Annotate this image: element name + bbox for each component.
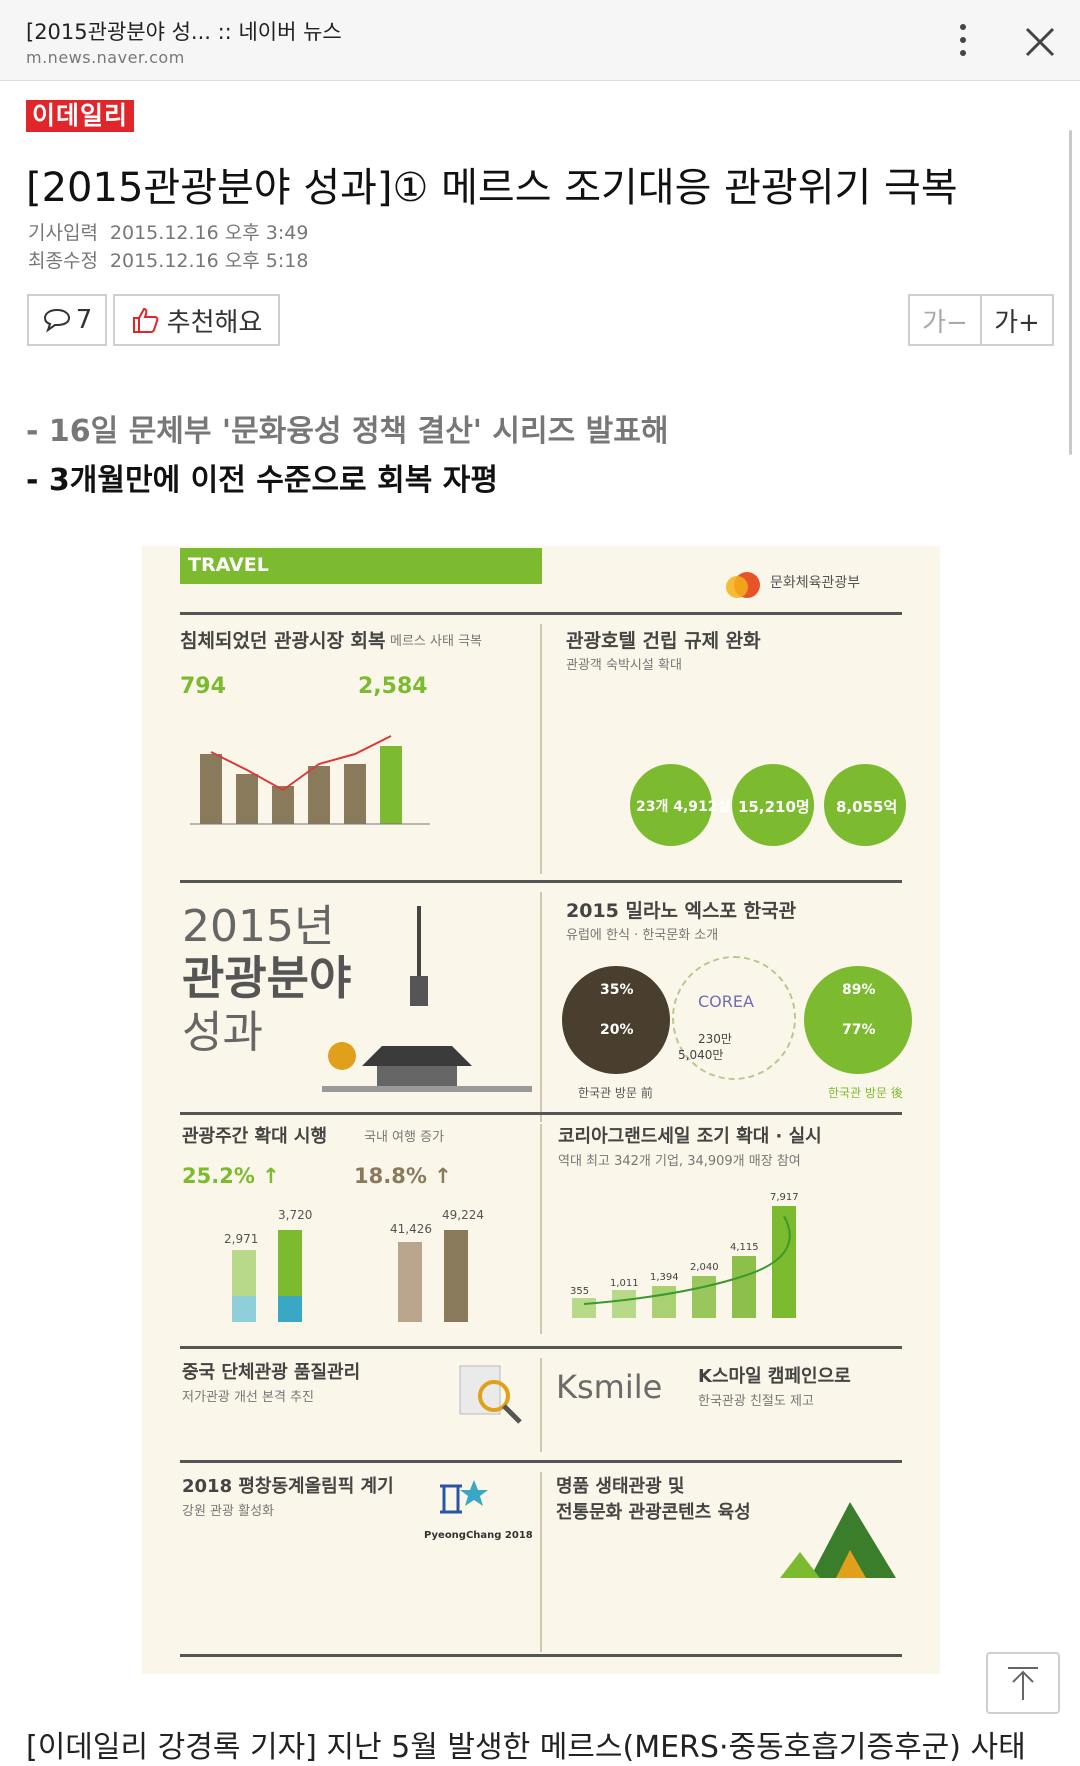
published-label: 기사입력 [28,222,98,244]
s7-subtitle: 한국관광 친절도 제고 [698,1394,814,1409]
travel-banner [180,548,542,584]
big-title-2: 성과 [182,1007,263,1058]
s3-left-2: 20% [600,1022,634,1038]
mountain-tent-icon [780,1502,896,1578]
s4-val-2: 3,720 [278,1208,313,1222]
s3-right-1: 89% [842,982,876,998]
pyeongchang-emblem-icon [440,1480,488,1514]
article-subtitle-2: - 3개월만에 이전 수준으로 회복 자평 [26,463,498,498]
s1-subtitle: 메르스 사태 극복 [390,634,482,649]
s3-after-label: 한국관 방문 後 [828,1086,903,1100]
s4-bar-chart [232,1230,468,1322]
s3-corea-logo: COREA [698,992,754,1011]
s7-title: K스마일 캠페인으로 [698,1366,851,1387]
page-url: m.news.naver.com [26,48,185,67]
page-title: [2015관광분야 성... :: 네이버 뉴스 [26,20,342,44]
comment-count: 7 [75,305,93,335]
ministry-name: 문화체육관광부 [770,575,861,591]
s6-subtitle: 저가관광 개선 본격 추진 [182,1390,314,1405]
infographic-image[interactable]: TRAVEL 문화체육관광부 침체되었던 관광시장 회복 메르스 사태 극복 7… [142,546,940,1674]
s4-subtitle: 국내 여행 증가 [364,1130,445,1145]
thumbs-up-icon [132,307,159,333]
seoul-landmark-icon [322,906,532,1092]
pyeongchang-logo: PyeongChang 2018 [424,1530,533,1541]
s1-title: 침체되었던 관광시장 회복 [180,630,386,652]
s5-val-4: 2,040 [690,1262,719,1273]
big-year: 2015년 [182,901,335,952]
ksmile-logo: Ksmile [556,1368,663,1406]
s3-title: 2015 밀라노 엑스포 한국관 [566,900,797,922]
s4-pct-2: 18.8% ↑ [354,1164,452,1188]
s8-title: 2018 평창동계올림픽 계기 [182,1476,394,1497]
more-options-icon[interactable] [950,22,980,58]
article-subtitle-1: - 16일 문체부 '문화융성 정책 결산' 시리즈 발표해 [26,414,669,449]
font-increase-button[interactable]: 가+ [994,307,1040,338]
s2-circle-1: 23개 4,912실 [636,799,731,815]
s2-title: 관광호텔 건립 규제 완화 [566,630,761,652]
scroll-to-top-button[interactable] [986,1652,1060,1714]
modified-value: 2015.12.16 오후 5:18 [109,250,309,272]
s4-pct-1: 25.2% ↑ [182,1164,280,1188]
s1-number-1: 794 [180,674,226,699]
modified-time: 최종수정 2015.12.16 오후 5:18 [28,246,308,273]
s3-subtitle: 유럽에 한식 · 한국문화 소개 [566,928,719,943]
s2-circle-3: 8,055억 [836,798,898,816]
s3-left-1: 35% [600,982,634,998]
article-body-start: [이데일리 강경록 기자] 지난 5월 발생한 메르스(MERS·중동호흡기증후… [26,1730,1026,1765]
s2-circle-2: 15,210명 [738,798,810,816]
s4-val-1: 2,971 [224,1232,259,1246]
s5-val-1: 355 [570,1286,590,1297]
s5-val-2: 1,011 [610,1278,639,1289]
recommend-label: 추천해요 [166,307,263,338]
s3-right-2: 77% [842,1022,876,1038]
modified-label: 최종수정 [28,250,98,272]
s3-mid-2: 5,040만 [678,1048,724,1062]
s8-subtitle: 강원 관광 활성화 [182,1504,274,1519]
scrollbar[interactable] [1069,130,1072,455]
s3-before-label: 한국관 방문 前 [578,1086,653,1100]
publisher-logo[interactable]: 이데일리 [26,100,134,132]
arrow-up-icon [1008,1667,1038,1700]
comment-button[interactable]: 7 [27,294,107,346]
s1-bar-chart [190,735,430,825]
s9-title-2: 전통문화 관광콘텐츠 육성 [556,1502,751,1523]
travel-label: TRAVEL [188,554,269,576]
magnifier-icon [459,1365,522,1424]
s5-bar-chart [572,1206,796,1318]
recommend-button[interactable]: 추천해요 [113,294,280,346]
s9-title-1: 명품 생태관광 및 [556,1476,685,1497]
s2-subtitle: 관광객 숙박시설 확대 [566,658,682,673]
font-size-controls: 가− 가+ [908,294,1054,346]
font-decrease-button[interactable]: 가− [910,296,982,344]
s5-subtitle: 역대 최고 342개 기업, 34,909개 매장 참여 [558,1154,801,1169]
s4-title: 관광주간 확대 시행 [182,1126,328,1147]
s5-val-5: 4,115 [730,1242,759,1253]
s5-val-6: 7,917 [770,1192,799,1203]
s1-number-2: 2,584 [358,674,428,699]
s4-val-4: 49,224 [442,1208,484,1222]
close-icon[interactable] [1020,22,1060,62]
published-value: 2015.12.16 오후 3:49 [109,222,309,244]
big-title-1: 관광분야 [182,951,352,1005]
s4-val-3: 41,426 [390,1222,432,1236]
published-time: 기사입력 2015.12.16 오후 3:49 [28,218,308,245]
s5-title: 코리아그랜드세일 조기 확대 · 실시 [558,1126,822,1147]
browser-top-bar: [2015관광분야 성... :: 네이버 뉴스 m.news.naver.co… [0,0,1080,81]
comment-icon [43,308,70,333]
article-headline: [2015관광분야 성과]① 메르스 조기대응 관광위기 극복 [26,165,958,211]
s3-mid-1: 230만 [698,1032,732,1046]
s5-val-3: 1,394 [650,1272,679,1283]
s6-title: 중국 단체관광 품질관리 [182,1362,361,1383]
